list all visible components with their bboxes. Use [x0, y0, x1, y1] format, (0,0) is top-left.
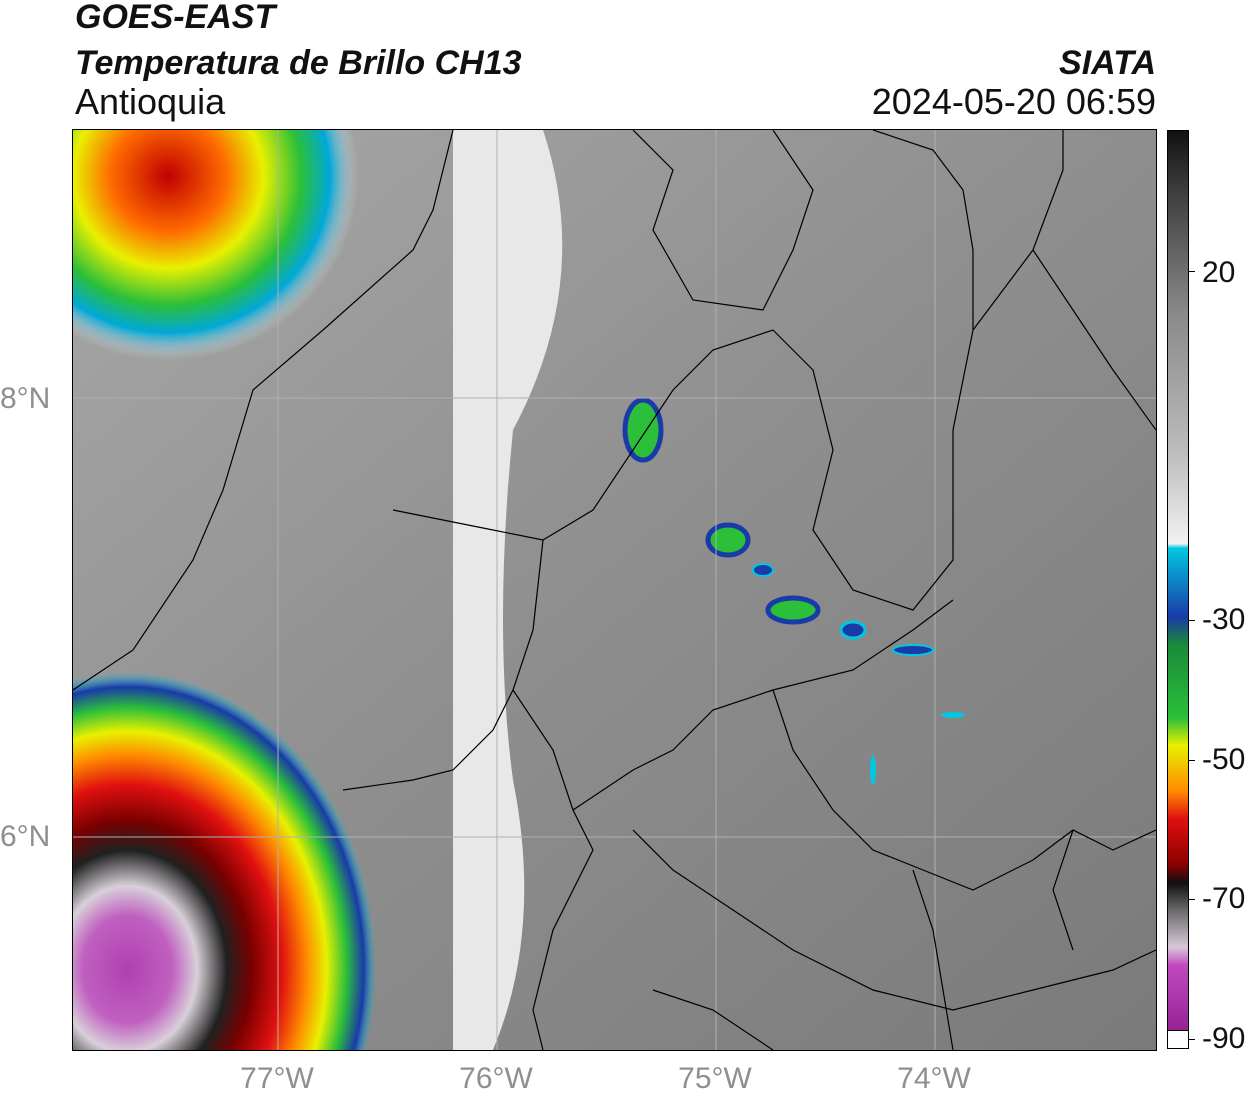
region-label: Antioquia [75, 81, 226, 122]
municipal-boundaries [73, 130, 1156, 1050]
lat-label-8n: 8°N [0, 382, 51, 415]
northern-cloud-system [73, 130, 549, 591]
satellite-map [72, 129, 1157, 1051]
timestamp-label: 2024-05-20 06:59 [871, 81, 1156, 122]
colorbar-tick [1188, 271, 1195, 272]
lat-label-6n: 6°N [0, 820, 51, 853]
colorbar-tick [1188, 760, 1195, 761]
graticule [73, 130, 1156, 1050]
colorbar-under-range-box [1167, 1030, 1189, 1049]
colorbar-tick [1188, 620, 1195, 621]
lon-label-74w: 74°W [897, 1062, 971, 1095]
lon-label-77w: 77°W [240, 1062, 314, 1095]
colorbar-label-minus70: -70 [1202, 882, 1246, 915]
scattered-convective-cells [622, 397, 965, 785]
brightness-temperature-field [73, 130, 1156, 1050]
colorbar-tick [1188, 899, 1195, 900]
temperature-colorbar [1167, 130, 1189, 1049]
satellite-title: GOES-EAST [75, 0, 276, 36]
colorbar-label-20: 20 [1202, 256, 1236, 289]
colorbar-label-minus90: -90 [1202, 1022, 1246, 1055]
lon-label-75w: 75°W [678, 1062, 752, 1095]
product-title: Temperatura de Brillo CH13 [75, 44, 522, 82]
colorbar-label-minus30: -30 [1202, 603, 1246, 636]
southwest-convective-storm [73, 510, 526, 1050]
colorbar-tick [1188, 1039, 1195, 1040]
colorbar-label-minus50: -50 [1202, 743, 1246, 776]
lon-label-76w: 76°W [459, 1062, 533, 1095]
agency-label: SIATA [1059, 44, 1156, 82]
